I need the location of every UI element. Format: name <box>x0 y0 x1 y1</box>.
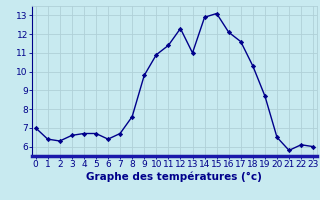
X-axis label: Graphe des températures (°c): Graphe des températures (°c) <box>86 172 262 182</box>
